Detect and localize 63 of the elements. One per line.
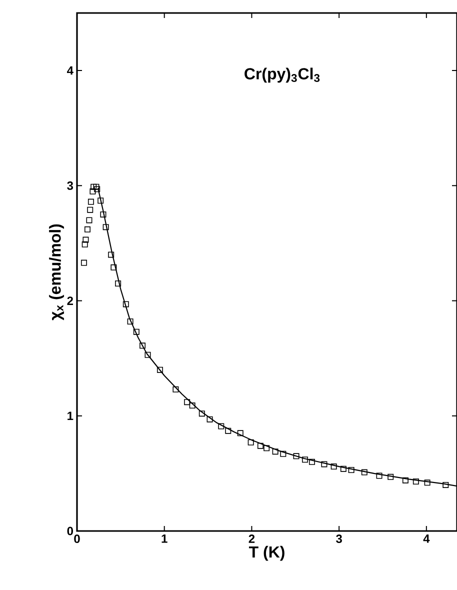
point [257,442,264,449]
point [87,206,94,213]
x-tick-label: 4 [423,534,430,543]
point [280,450,286,457]
y-tick-label: 2 [67,296,73,305]
y-tick-label: 4 [66,66,74,75]
x-tick-label: 2 [248,534,255,543]
point [376,472,382,479]
point [330,464,337,470]
point [388,474,394,480]
annotation: Cr(py)$_{3}$Cl$_{3}$ [244,68,320,83]
point [88,198,94,205]
point [115,280,122,287]
point [361,469,368,476]
y-axis-title: χ$_{x}$ (emu/mol) [49,224,64,320]
point [84,226,90,232]
point [424,480,430,486]
point [348,466,354,473]
point [189,402,196,409]
point [90,188,96,194]
point [442,482,449,488]
point [206,416,213,422]
point [156,366,163,373]
point [127,318,134,324]
point [86,217,92,224]
x-axis-title: T (K) [248,546,284,561]
point [248,439,254,446]
y-tick-label: 3 [67,181,74,190]
point [218,423,224,430]
point [293,453,300,460]
point [93,184,100,190]
point [108,252,114,258]
point [321,461,328,468]
point [100,211,106,218]
point [172,386,179,392]
point [122,301,129,308]
y-tick-label: 0 [67,526,73,536]
x-tick-label: 1 [162,534,168,543]
point [133,328,140,335]
point [98,198,104,204]
point [340,466,346,472]
point [102,224,109,230]
x-tick-label: 0 [74,534,80,544]
point [412,478,419,484]
point [272,448,278,455]
point [264,445,270,452]
point [302,456,308,463]
y-tick-label: 1 [68,412,74,420]
point [225,428,232,434]
point [82,241,88,248]
point [308,458,315,465]
point [80,260,87,266]
point [140,342,146,349]
point [82,236,89,243]
point [237,430,244,436]
point [198,410,205,417]
point [402,477,408,484]
point [144,352,151,358]
point [184,399,190,406]
point [110,264,117,270]
x-tick-label: 3 [336,534,342,544]
point [94,186,100,192]
point [90,184,97,190]
